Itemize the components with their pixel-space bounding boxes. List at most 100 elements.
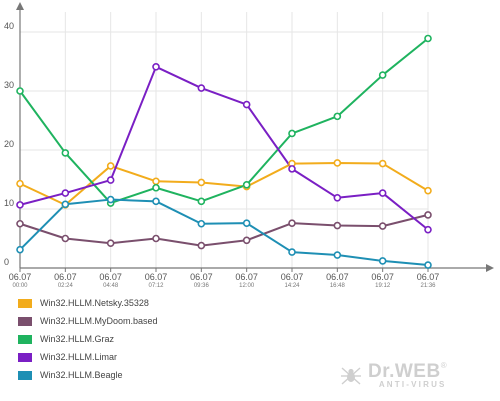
spider-icon <box>341 366 361 385</box>
data-point <box>106 176 115 184</box>
data-point <box>152 234 160 243</box>
data-point <box>242 236 251 245</box>
legend: Win32.HLLM.Netsky.35328 Win32.HLLM.MyDoom… <box>18 294 158 384</box>
legend-swatch <box>18 316 32 326</box>
gridlines <box>20 12 429 268</box>
x-tick-time: 14:24 <box>284 283 300 289</box>
legend-swatch <box>18 370 32 380</box>
data-point <box>61 234 70 243</box>
data-point <box>61 149 70 157</box>
y-tick-label: 30 <box>4 80 14 90</box>
data-point <box>288 129 296 138</box>
data-point <box>106 239 115 248</box>
data-point <box>61 200 70 209</box>
data-point <box>16 87 24 95</box>
x-axis-arrow <box>486 264 494 272</box>
x-tick-date: 06.07 <box>9 272 32 282</box>
x-axis-ticks: 06.0700:0006.0702:2406.0704:4806.0707:12… <box>9 268 440 289</box>
data-point <box>424 225 432 234</box>
legend-item: Win32.HLLM.Graz <box>18 330 158 348</box>
legend-label: Win32.HLLM.Netsky.35328 <box>40 298 149 308</box>
data-point <box>242 219 251 227</box>
x-tick-time: 12:00 <box>239 283 255 289</box>
data-point <box>378 159 387 168</box>
legend-swatch <box>18 352 32 362</box>
x-tick-time: 02:24 <box>58 283 74 289</box>
data-point <box>378 71 387 79</box>
legend-item: Win32.HLLM.MyDoom.based <box>18 312 158 330</box>
brand-name: Dr.WEB <box>368 361 441 382</box>
data-point <box>378 189 387 197</box>
data-point <box>152 63 160 71</box>
data-point <box>378 222 387 230</box>
data-point <box>152 197 160 206</box>
x-tick-time: 16:48 <box>330 283 346 289</box>
x-tick-date: 06.07 <box>190 272 213 282</box>
data-point <box>197 241 206 250</box>
data-point <box>424 211 432 219</box>
data-point <box>424 261 432 269</box>
x-tick-date: 06.07 <box>371 272 394 282</box>
data-point <box>288 165 296 173</box>
series-line <box>19 198 429 267</box>
series-line <box>19 161 429 206</box>
brand-tagline: ANTI-VIRUS <box>378 380 447 389</box>
brand-registered-mark: ® <box>440 361 447 370</box>
legend-label: Win32.HLLM.Limar <box>40 352 118 362</box>
data-point <box>242 181 251 189</box>
data-point <box>61 189 70 197</box>
x-tick-time: 07:12 <box>148 283 164 289</box>
legend-swatch <box>18 298 32 308</box>
data-point <box>197 84 206 92</box>
x-tick-time: 21:36 <box>420 283 436 289</box>
y-tick-label: 0 <box>4 257 9 267</box>
series-line <box>19 65 429 231</box>
data-point <box>288 248 296 256</box>
data-point <box>197 197 206 206</box>
x-tick-time: 09:36 <box>194 283 210 289</box>
x-tick-time: 04:48 <box>103 283 119 289</box>
x-tick-date: 06.07 <box>326 272 349 282</box>
data-point <box>333 159 342 167</box>
x-tick-date: 06.07 <box>281 272 304 282</box>
y-tick-label: 20 <box>4 139 14 149</box>
legend-item: Win32.HLLM.Netsky.35328 <box>18 294 158 312</box>
x-tick-date: 06.07 <box>99 272 122 282</box>
data-point <box>424 34 432 43</box>
legend-label: Win32.HLLM.Graz <box>40 334 115 344</box>
data-point <box>288 219 296 227</box>
data-point <box>242 100 251 109</box>
y-axis-ticks: 0 10 20 30 40 <box>4 21 14 267</box>
brand-logo: Dr.WEB® ANTI-VIRUS <box>340 362 447 389</box>
data-point <box>152 183 160 192</box>
y-tick-label: 40 <box>4 21 14 31</box>
data-point <box>424 186 432 195</box>
data-point <box>16 219 24 228</box>
data-point <box>378 257 387 265</box>
data-point <box>197 178 206 187</box>
data-point <box>16 201 24 209</box>
data-point <box>106 162 115 170</box>
legend-item: Win32.HLLM.Beagle <box>18 366 158 384</box>
series-line <box>19 213 429 247</box>
data-point <box>333 112 342 121</box>
legend-swatch <box>18 334 32 344</box>
series-line <box>19 37 429 205</box>
y-axis-arrow <box>16 2 24 10</box>
legend-label: Win32.HLLM.Beagle <box>40 370 123 380</box>
data-point <box>197 219 206 228</box>
data-point <box>333 251 342 259</box>
legend-label: Win32.HLLM.MyDoom.based <box>40 316 158 326</box>
x-tick-date: 06.07 <box>417 272 440 282</box>
data-point <box>333 193 342 202</box>
x-tick-date: 06.07 <box>145 272 168 282</box>
data-point <box>333 221 342 230</box>
x-tick-date: 06.07 <box>235 272 258 282</box>
data-point <box>16 179 24 188</box>
y-tick-label: 10 <box>4 198 14 208</box>
data-point <box>16 245 24 254</box>
x-tick-time: 19:12 <box>375 283 391 289</box>
x-tick-date: 06.07 <box>54 272 77 282</box>
data-point <box>152 177 160 186</box>
